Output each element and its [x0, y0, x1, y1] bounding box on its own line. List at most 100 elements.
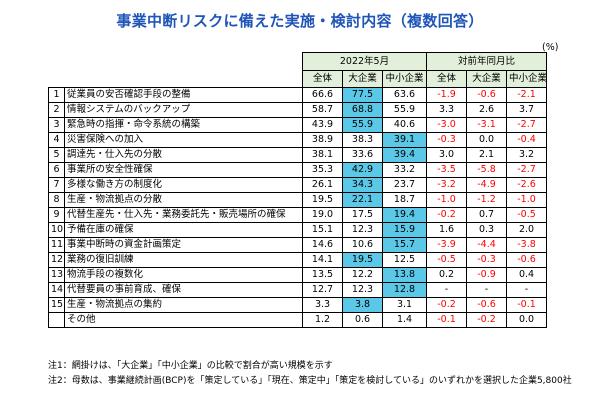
change-large: -5.8: [466, 162, 507, 178]
row-item-label: その他: [64, 312, 303, 328]
change-large: 0.3: [466, 222, 507, 238]
header-blank: [49, 71, 65, 88]
change-total: 3.0: [426, 147, 467, 163]
value-total: 19.5: [302, 192, 343, 208]
row-item-label: 代替生産先・仕入先・業務委託先・販売場所の確保: [64, 207, 303, 223]
change-total: -1.0: [426, 192, 467, 208]
value-total: 38.9: [302, 132, 343, 148]
value-large: 34.3: [342, 177, 383, 193]
change-total: 3.3: [426, 102, 467, 118]
unit-label: (%): [542, 42, 559, 53]
change-large: -: [466, 282, 507, 298]
table-row: 13 物流手段の複数化 13.5 12.2 13.8 0.2 -0.9 0.4: [48, 267, 547, 283]
row-item-label: 情報システムのバックアップ: [64, 102, 303, 118]
row-number: 6: [48, 162, 65, 178]
row-item-label: 多様な働き方の制度化: [64, 177, 303, 193]
change-total: -3.2: [426, 177, 467, 193]
change-total: -3.0: [426, 117, 467, 133]
value-total: 14.1: [302, 252, 343, 268]
value-total: 19.0: [302, 207, 343, 223]
row-number: 5: [48, 147, 65, 163]
table-row: 8 生産・物流拠点の分散 19.5 22.1 18.7 -1.0 -1.2 -1.0: [48, 192, 547, 208]
row-number: 3: [48, 117, 65, 133]
row-number: 15: [48, 297, 65, 313]
row-number: 13: [48, 267, 65, 283]
row-number: 11: [48, 237, 65, 253]
table-row: 9 代替生産先・仕入先・業務委託先・販売場所の確保 19.0 17.5 19.4 -0.2…: [48, 207, 547, 223]
header-row-size: 全体 大企業 中小企業 全体 大企業 中小企業: [49, 70, 547, 88]
change-large: -4.9: [466, 177, 507, 193]
table-row: 5 調達先・仕入先の分散 38.1 33.6 39.4 3.0 2.1 3.2: [48, 147, 547, 163]
value-large: 77.5: [342, 87, 383, 103]
change-large: -0.6: [466, 87, 507, 103]
row-item-label: 災害保険への加入: [64, 132, 303, 148]
row-number: 12: [48, 252, 65, 268]
header-yoy: 対前年同月比: [426, 52, 547, 71]
value-sme: 39.1: [382, 132, 427, 148]
row-number: [48, 312, 65, 328]
change-sme: -3.8: [506, 237, 547, 253]
change-sme: -0.5: [506, 207, 547, 223]
value-large: 12.2: [342, 267, 383, 283]
value-total: 13.5: [302, 267, 343, 283]
value-total: 12.7: [302, 282, 343, 298]
value-sme: 18.7: [382, 192, 427, 208]
value-total: 14.6: [302, 237, 343, 253]
header-col-large: 大企業: [342, 70, 383, 88]
value-large: 3.8: [342, 297, 383, 313]
value-total: 35.3: [302, 162, 343, 178]
value-total: 66.6: [302, 87, 343, 103]
value-sme: 15.9: [382, 222, 427, 238]
change-sme: 3.2: [506, 147, 547, 163]
row-item-label: 生産・物流拠点の集約: [64, 297, 303, 313]
value-total: 1.2: [302, 312, 343, 328]
change-large: -4.4: [466, 237, 507, 253]
value-sme: 3.1: [382, 297, 427, 313]
change-large: -0.6: [466, 297, 507, 313]
table-row: 4 災害保険への加入 38.9 38.3 39.1 -0.3 0.0 -0.4: [48, 132, 547, 148]
change-total: -0.3: [426, 132, 467, 148]
row-number: 10: [48, 222, 65, 238]
value-total: 58.7: [302, 102, 343, 118]
row-item-label: 業務の復旧訓練: [64, 252, 303, 268]
change-sme: -0.4: [506, 132, 547, 148]
row-number: 14: [48, 282, 65, 298]
value-large: 0.6: [342, 312, 383, 328]
value-sme: 19.4: [382, 207, 427, 223]
row-number: 8: [48, 192, 65, 208]
table-row: 15 生産・物流拠点の集約 3.3 3.8 3.1 -0.2 -0.6 -0.1: [48, 297, 547, 313]
change-total: -3.9: [426, 237, 467, 253]
change-total: -0.5: [426, 252, 467, 268]
row-number: 2: [48, 102, 65, 118]
value-sme: 39.4: [382, 147, 427, 163]
value-sme: 55.9: [382, 102, 427, 118]
row-item-label: 物流手段の複数化: [64, 267, 303, 283]
change-total: -0.1: [426, 312, 467, 328]
change-sme: -2.7: [506, 117, 547, 133]
change-large: -1.2: [466, 192, 507, 208]
header-period: 2022年5月: [302, 52, 427, 71]
table-row: 2 情報システムのバックアップ 58.7 68.8 55.9 3.3 2.6 3.7: [48, 102, 547, 118]
header-col-total: 全体: [302, 70, 343, 88]
value-sme: 33.2: [382, 162, 427, 178]
value-sme: 15.7: [382, 237, 427, 253]
table-row: 11 事業中断時の資金計画策定 14.6 10.6 15.7 -3.9 -4.4 -3.8: [48, 237, 547, 253]
change-total: -0.2: [426, 297, 467, 313]
header-col-large-yoy: 大企業: [466, 70, 507, 88]
row-item-label: 事業所の安全性確保: [64, 162, 303, 178]
header-col-sme: 中小企業: [382, 70, 427, 88]
table-row: その他 1.2 0.6 1.4 -0.1 -0.2 0.0: [48, 312, 547, 328]
change-sme: -: [506, 282, 547, 298]
change-sme: 0.0: [506, 312, 547, 328]
table-row: 1 従業員の安否確認手段の整備 66.6 77.5 63.6 -1.9 -0.6 -2.1: [48, 87, 547, 103]
value-large: 22.1: [342, 192, 383, 208]
row-item-label: 調達先・仕入先の分散: [64, 147, 303, 163]
value-large: 38.3: [342, 132, 383, 148]
change-total: -: [426, 282, 467, 298]
row-number: 1: [48, 87, 65, 103]
value-total: 3.3: [302, 297, 343, 313]
change-large: -0.2: [466, 312, 507, 328]
header-col-sme-yoy: 中小企業: [506, 70, 547, 88]
change-large: 2.1: [466, 147, 507, 163]
value-sme: 13.8: [382, 267, 427, 283]
